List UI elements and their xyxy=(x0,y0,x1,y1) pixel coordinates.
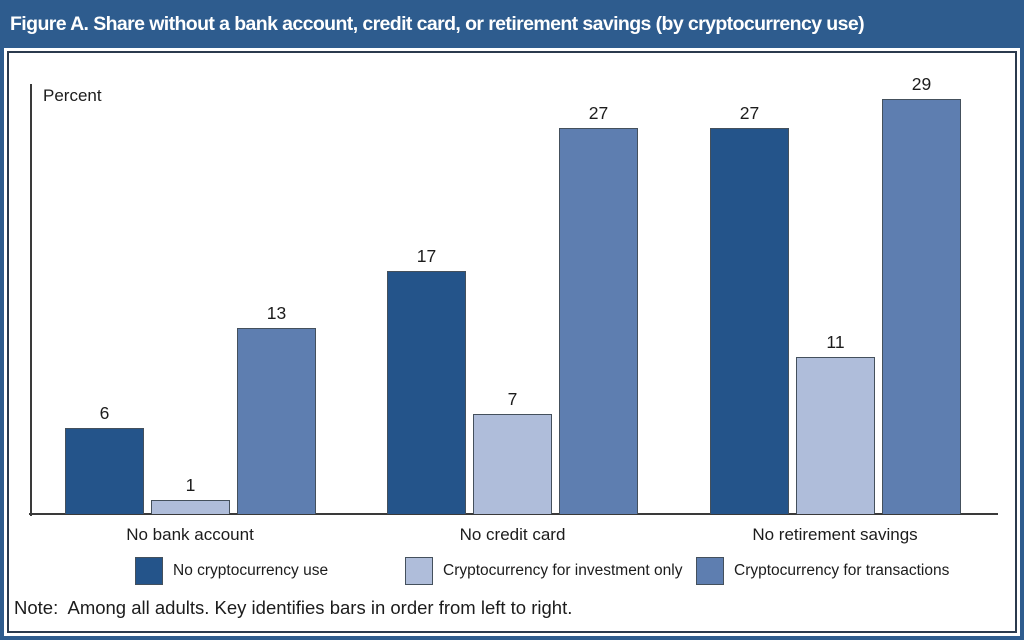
bar-series2-cat1 xyxy=(559,128,638,514)
bar-value-label-series1-cat0: 1 xyxy=(185,475,196,495)
legend-label-no-cryptocurrency-use: No cryptocurrency use xyxy=(173,562,329,579)
x-axis-category-label-1: No credit card xyxy=(459,525,566,544)
bar-value-label-series1-cat2: 11 xyxy=(826,332,845,352)
legend-label-cryptocurrency-investment-only: Cryptocurrency for investment only xyxy=(443,562,683,579)
bar-series2-cat0 xyxy=(237,328,316,514)
y-axis-line xyxy=(30,84,32,516)
bar-value-label-series2-cat2: 29 xyxy=(911,74,932,94)
bar-series0-cat2 xyxy=(710,128,789,514)
bar-series1-cat2 xyxy=(796,357,875,514)
figure-title: Figure A. Share without a bank account, … xyxy=(10,12,865,35)
y-axis-unit-label: Percent xyxy=(43,86,102,105)
chart-panel: Percent 6 1 13 No bank account 17 7 27 No credi… xyxy=(4,48,1020,636)
legend-item-cryptocurrency-transactions: Cryptocurrency for transactions xyxy=(696,557,949,585)
chart-panel-border: Percent 6 1 13 No bank account 17 7 27 No credi… xyxy=(7,51,1017,633)
bar-value-label-series2-cat0: 13 xyxy=(266,303,287,323)
x-axis-line xyxy=(29,513,998,515)
x-axis-category-label-2: No retirement savings xyxy=(752,525,918,544)
bar-series1-cat0 xyxy=(151,500,230,514)
legend-item-no-cryptocurrency-use: No cryptocurrency use xyxy=(135,557,328,585)
bar-value-label-series0-cat1: 17 xyxy=(416,246,437,266)
bar-series0-cat0 xyxy=(65,428,144,514)
legend-swatch-no-cryptocurrency-use xyxy=(135,557,163,585)
figure-title-bar: Figure A. Share without a bank account, … xyxy=(0,0,1024,48)
bar-value-label-series0-cat0: 6 xyxy=(99,403,110,423)
bar-series2-cat2 xyxy=(882,99,961,514)
bar-series0-cat1 xyxy=(387,271,466,514)
plot-area: Percent 6 1 13 No bank account 17 7 27 No credi… xyxy=(9,53,1015,631)
bar-series1-cat1 xyxy=(473,414,552,514)
legend-swatch-cryptocurrency-transactions xyxy=(696,557,724,585)
legend-swatch-cryptocurrency-investment-only xyxy=(405,557,433,585)
figure-note: Note: Among all adults. Key identifies b… xyxy=(14,597,573,618)
x-axis-category-label-0: No bank account xyxy=(126,525,254,544)
legend-label-cryptocurrency-transactions: Cryptocurrency for transactions xyxy=(734,562,950,579)
legend-item-cryptocurrency-investment-only: Cryptocurrency for investment only xyxy=(405,557,682,585)
bar-value-label-series0-cat2: 27 xyxy=(739,103,760,123)
bar-value-label-series2-cat1: 27 xyxy=(588,103,609,123)
bar-value-label-series1-cat1: 7 xyxy=(507,389,518,409)
